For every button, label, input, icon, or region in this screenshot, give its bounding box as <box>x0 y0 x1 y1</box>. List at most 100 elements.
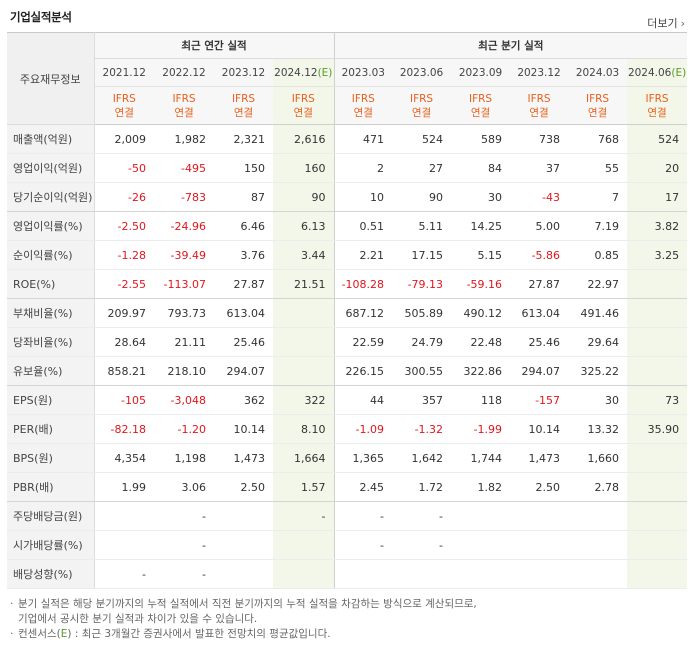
table-cell: 3.06 <box>154 472 214 502</box>
footnote-line: 분기 실적은 해당 분기까지의 누적 실적에서 직전 분기까지의 누적 실적을 … <box>18 598 477 610</box>
table-cell <box>510 530 569 560</box>
table-cell: 25.46 <box>510 327 569 357</box>
table-cell: 226.15 <box>333 356 393 386</box>
table-row: 순이익률(%) -1.28 -39.49 3.76 3.44 2.21 17.15 5.15-… <box>7 240 688 270</box>
table-row: PBR(배) 1.99 3.06 2.50 1.57 2.45 1.72 1.82 2.50 2.… <box>7 472 688 502</box>
table-row: 부채비율(%) 209.97 793.73 613.04 687.12 505.89 490… <box>7 298 688 328</box>
table-cell: -2.50 <box>94 211 154 241</box>
ifrs-header-row: IFRS 연결 IFRS 연결 IFRS 연결 IFRS 연결 IFRS 연결 IFRS 연결 IFRS… <box>7 86 688 125</box>
table-cell: 13.32 <box>568 414 628 444</box>
table-cell <box>568 501 628 531</box>
table-cell: 1,982 <box>154 124 214 154</box>
row-label: 당기순이익(억원) <box>7 182 95 212</box>
table-cell: 2.50 <box>510 472 569 502</box>
table-cell: 1.82 <box>451 472 511 502</box>
table-cell <box>627 356 688 386</box>
table-cell: 2.78 <box>568 472 628 502</box>
row-label: 순이익률(%) <box>7 240 95 270</box>
table-cell: - <box>392 501 452 531</box>
table-cell: 29.64 <box>568 327 628 357</box>
row-label: 매출액(억원) <box>7 124 95 154</box>
ifrs-label: IFRS <box>231 92 256 105</box>
table-cell: -43 <box>510 182 569 212</box>
period-header: 2023.12 <box>510 58 569 87</box>
table-cell: 2 <box>333 153 393 183</box>
table-cell: 10.14 <box>214 414 273 444</box>
row-label: 배당성향(%) <box>7 559 95 589</box>
consolidated-label: 연결 <box>233 106 254 119</box>
table-cell: 613.04 <box>510 298 569 328</box>
ifrs-header: IFRS 연결 <box>214 86 273 125</box>
table-cell: -79.13 <box>392 269 452 299</box>
row-label: 당좌비율(%) <box>7 327 95 357</box>
table-cell: 22.97 <box>568 269 628 299</box>
table-cell: 4,354 <box>94 443 154 473</box>
table-cell: 218.10 <box>154 356 214 386</box>
table-cell: 8.10 <box>273 414 335 444</box>
table-cell: 6.13 <box>273 211 335 241</box>
table-cell: 21.51 <box>273 269 335 299</box>
table-cell <box>273 356 335 386</box>
table-cell: - <box>333 530 393 560</box>
table-cell: 768 <box>568 124 628 154</box>
table-cell: -1.32 <box>392 414 452 444</box>
table-cell: 1,664 <box>273 443 335 473</box>
table-cell: 322 <box>273 385 335 415</box>
consolidated-label: 연결 <box>174 106 194 119</box>
table-cell: 524 <box>392 124 452 154</box>
table-cell: -783 <box>154 182 214 212</box>
ifrs-label: IFRS <box>409 92 434 105</box>
period-label: 2023.12 <box>517 66 561 79</box>
table-cell: 490.12 <box>451 298 511 328</box>
table-cell: 3.44 <box>273 240 335 270</box>
table-cell: -59.16 <box>451 269 511 299</box>
consolidated-label: 연결 <box>529 106 549 119</box>
table-cell: 28.64 <box>94 327 154 357</box>
table-cell <box>214 559 273 589</box>
period-label: 2023.09 <box>458 66 503 79</box>
period-label: 2023.03 <box>341 66 385 79</box>
table-cell: 21.11 <box>154 327 214 357</box>
period-label: 2024.06 <box>627 66 672 79</box>
table-cell: 491.46 <box>568 298 628 328</box>
table-cell: 150 <box>214 153 273 183</box>
more-link[interactable]: 더보기 › <box>647 15 685 31</box>
table-cell: 27 <box>392 153 452 183</box>
period-label: 2022.12 <box>162 66 206 79</box>
table-cell: 55 <box>568 153 628 183</box>
widget-header: 기업실적분석 더보기 › <box>7 0 687 32</box>
ifrs-label: IFRS <box>585 92 610 105</box>
period-label: 2021.12 <box>102 66 146 79</box>
ifrs-label: IFRS <box>351 92 375 105</box>
table-cell: 0.51 <box>333 211 393 241</box>
ifrs-header: IFRS 연결 <box>333 86 393 125</box>
table-cell: 5.11 <box>392 211 452 241</box>
consolidated-label: 연결 <box>353 106 373 119</box>
consolidated-label: 연결 <box>647 106 667 119</box>
period-header: 2023.03 <box>333 58 393 87</box>
table-cell: 160 <box>273 153 335 183</box>
table-cell <box>333 559 393 589</box>
ifrs-header: IFRS 연결 <box>627 86 688 125</box>
footnote-consensus: · 컨센서스(E) : 최근 3개월간 증권사에서 발표한 전망치의 평균값입니다… <box>10 628 331 640</box>
table-cell <box>94 501 154 531</box>
annual-group-header: 최근 연간 실적 <box>94 32 335 59</box>
row-label: BPS(원) <box>7 443 95 473</box>
ifrs-label: IFRS <box>172 92 196 105</box>
period-label: 2023.12 <box>221 66 266 79</box>
period-header: 2024.12(E) <box>273 58 335 87</box>
table-cell: -1.28 <box>94 240 154 270</box>
period-header: 2022.12 <box>154 58 214 87</box>
table-row: EPS(원) -105 -3,048 362 322 44 357 118 -157 30 73 <box>7 385 688 415</box>
period-header: 2023.09 <box>451 58 511 87</box>
table-cell <box>627 327 688 357</box>
table-cell: 37 <box>510 153 569 183</box>
table-cell: -26 <box>94 182 154 212</box>
period-header: 2024.03 <box>568 58 628 87</box>
table-cell: 1,642 <box>392 443 452 473</box>
table-cell: 73 <box>627 385 688 415</box>
table-cell: 738 <box>510 124 569 154</box>
table-cell: 20 <box>627 153 688 183</box>
table-cell: 1,473 <box>510 443 569 473</box>
estimate-mark: (E) <box>317 66 333 79</box>
